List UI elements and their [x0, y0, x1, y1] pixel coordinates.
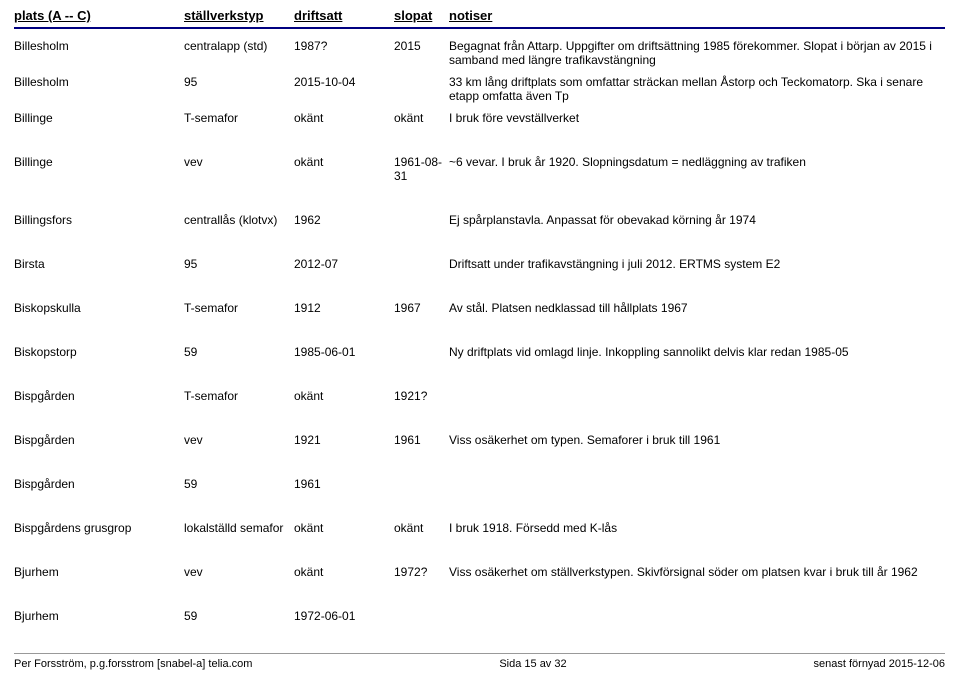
cell-drift: okänt — [294, 521, 394, 535]
cell-drift: okänt — [294, 565, 394, 579]
table-row: Billesholmcentralapp (std)1987?2015Begag… — [14, 35, 945, 71]
table-row: Bispgårdenvev19211961Viss osäkerhet om t… — [14, 429, 945, 451]
cell-plats: Billingsfors — [14, 213, 184, 227]
footer-author: Per Forsström, p.g.forsstrom [snabel-a] … — [14, 658, 252, 670]
cell-not: Begagnat från Attarp. Uppgifter om drift… — [449, 39, 945, 67]
cell-drift: okänt — [294, 155, 394, 169]
cell-slop: 1961 — [394, 433, 449, 447]
cell-slop: 2015 — [394, 39, 449, 53]
header-drift: driftsatt — [294, 8, 394, 23]
table-row: Bispgårdens grusgroplokalställd semaforo… — [14, 517, 945, 539]
table-row: Bispgården591961 — [14, 473, 945, 495]
cell-plats: Bispgårdens grusgrop — [14, 521, 184, 535]
cell-slop: 1967 — [394, 301, 449, 315]
cell-plats: Bjurhem — [14, 609, 184, 623]
cell-not: Driftsatt under trafikavstängning i juli… — [449, 257, 945, 271]
cell-drift: 1961 — [294, 477, 394, 491]
header-slop: slopat — [394, 8, 449, 23]
cell-plats: Billesholm — [14, 39, 184, 53]
cell-slop: okänt — [394, 521, 449, 535]
cell-typ: 59 — [184, 345, 294, 359]
table-body: Billesholmcentralapp (std)1987?2015Begag… — [14, 35, 945, 627]
cell-typ: lokalställd semafor — [184, 521, 294, 535]
cell-typ: vev — [184, 155, 294, 169]
header-typ: ställverkstyp — [184, 8, 294, 23]
cell-not: Viss osäkerhet om ställverkstypen. Skivf… — [449, 565, 945, 579]
cell-typ: T-semafor — [184, 111, 294, 125]
cell-typ: 59 — [184, 477, 294, 491]
page-footer: Per Forsström, p.g.forsstrom [snabel-a] … — [14, 653, 945, 670]
table-row: Biskopstorp591985-06-01 Ny driftplats vid… — [14, 341, 945, 363]
table-row: Bjurhem591972-06-01 — [14, 605, 945, 627]
cell-plats: Biskopskulla — [14, 301, 184, 315]
cell-drift: 1962 — [294, 213, 394, 227]
cell-drift: 1987? — [294, 39, 394, 53]
cell-plats: Birsta — [14, 257, 184, 271]
cell-plats: Billinge — [14, 155, 184, 169]
cell-plats: Billesholm — [14, 75, 184, 89]
cell-drift: 2015-10-04 — [294, 75, 394, 89]
cell-slop: okänt — [394, 111, 449, 125]
table-row: Billingevevokänt1961-08-31~6 vevar. I br… — [14, 151, 945, 187]
header-plats: plats (A -- C) — [14, 8, 184, 23]
cell-slop: 1972? — [394, 565, 449, 579]
table-row: BillingeT-semaforokäntokäntI bruk före v… — [14, 107, 945, 129]
header-not: notiser — [449, 8, 945, 23]
cell-drift: okänt — [294, 389, 394, 403]
cell-not: I bruk 1918. Försedd med K-lås — [449, 521, 945, 535]
cell-drift: 1985-06-01 — [294, 345, 394, 359]
table-row: Birsta952012-07 Driftsatt under trafikavs… — [14, 253, 945, 275]
cell-not: Ej spårplanstavla. Anpassat för obevakad… — [449, 213, 945, 227]
cell-drift: 1912 — [294, 301, 394, 315]
footer-date: senast förnyad 2015-12-06 — [814, 658, 945, 670]
table-row: Billingsforscentrallås (klotvx)1962 Ej sp… — [14, 209, 945, 231]
table-header: plats (A -- C) ställverkstyp driftsatt s… — [14, 8, 945, 29]
cell-drift: 2012-07 — [294, 257, 394, 271]
cell-plats: Bjurhem — [14, 565, 184, 579]
table-row: Bjurhemvevokänt1972?Viss osäkerhet om st… — [14, 561, 945, 583]
cell-not: ~6 vevar. I bruk år 1920. Slopningsdatum… — [449, 155, 945, 169]
table-row: BiskopskullaT-semafor19121967Av stål. Pl… — [14, 297, 945, 319]
cell-typ: 95 — [184, 75, 294, 89]
cell-not: Viss osäkerhet om typen. Semaforer i bru… — [449, 433, 945, 447]
cell-not: Av stål. Platsen nedklassad till hållpla… — [449, 301, 945, 315]
cell-typ: 95 — [184, 257, 294, 271]
cell-not: Ny driftplats vid omlagd linje. Inkoppli… — [449, 345, 945, 359]
cell-typ: T-semafor — [184, 301, 294, 315]
cell-typ: T-semafor — [184, 389, 294, 403]
cell-plats: Bispgården — [14, 477, 184, 491]
cell-typ: 59 — [184, 609, 294, 623]
footer-page: Sida 15 av 32 — [499, 658, 566, 670]
cell-plats: Bispgården — [14, 433, 184, 447]
cell-drift: okänt — [294, 111, 394, 125]
cell-typ: vev — [184, 565, 294, 579]
cell-not: 33 km lång driftplats som omfattar sträc… — [449, 75, 945, 103]
cell-typ: vev — [184, 433, 294, 447]
cell-plats: Biskopstorp — [14, 345, 184, 359]
cell-slop: 1921? — [394, 389, 449, 403]
table-row: BispgårdenT-semaforokänt1921? — [14, 385, 945, 407]
cell-typ: centrallås (klotvx) — [184, 213, 294, 227]
cell-not: I bruk före vevställverket — [449, 111, 945, 125]
cell-drift: 1972-06-01 — [294, 609, 394, 623]
table-row: Billesholm952015-10-04 33 km lång driftpl… — [14, 71, 945, 107]
cell-typ: centralapp (std) — [184, 39, 294, 53]
cell-drift: 1921 — [294, 433, 394, 447]
cell-plats: Billinge — [14, 111, 184, 125]
cell-plats: Bispgården — [14, 389, 184, 403]
cell-slop: 1961-08-31 — [394, 155, 449, 183]
